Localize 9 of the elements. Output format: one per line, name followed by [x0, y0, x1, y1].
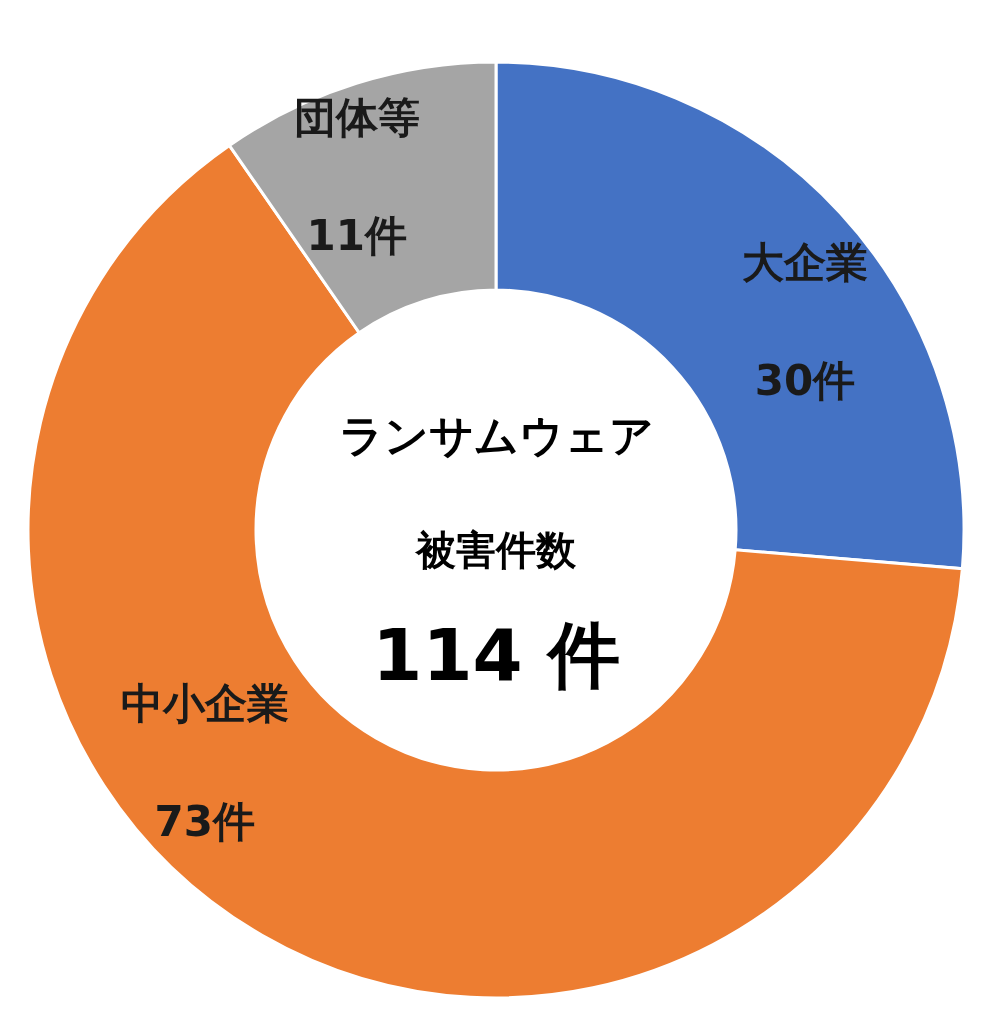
- text: 114 件: [372, 613, 620, 697]
- data-label: 11件: [306, 210, 407, 260]
- data-label: 73件: [154, 797, 255, 847]
- text: 被害件数: [414, 527, 577, 573]
- slice-label: 中小企業: [120, 679, 289, 729]
- slice-label: 大企業: [741, 237, 868, 287]
- text: ランサムウェア: [338, 409, 654, 461]
- data-label: 30件: [754, 355, 856, 405]
- slice-label: 団体等: [293, 92, 420, 142]
